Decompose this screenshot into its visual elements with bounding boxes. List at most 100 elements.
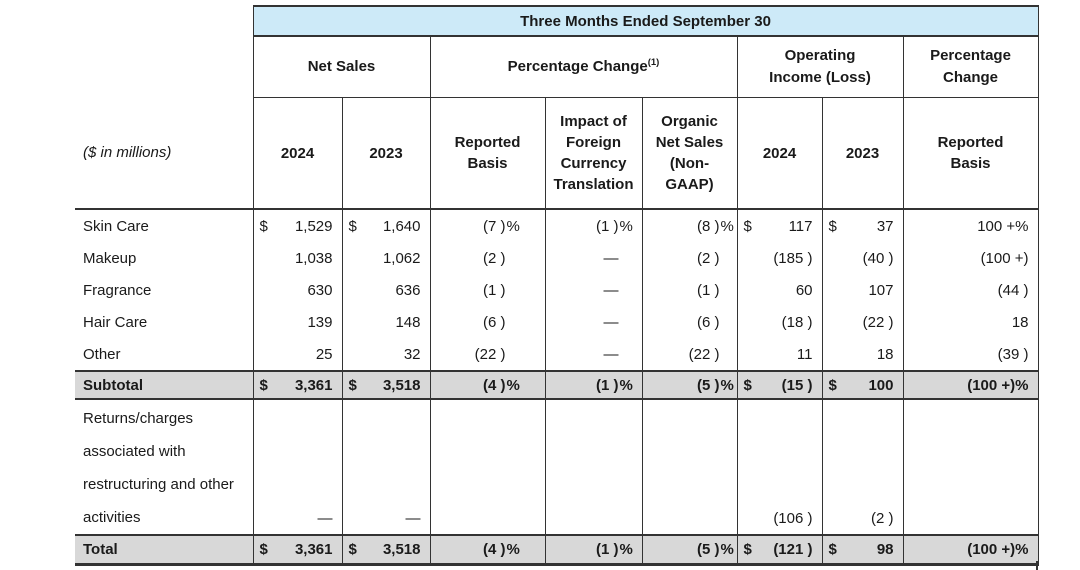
cell-col3: — (544, 242, 643, 274)
cell-content: — (546, 250, 642, 267)
row-subtotal: Subtotal $3,361 $3,518 (4 )% (1 )% (5 )% $ (15 … (75, 370, 1039, 400)
cell-value: — (603, 281, 619, 299)
column-header-6: 2023 (821, 97, 904, 210)
percent-sign: % (506, 376, 520, 394)
cell-value: (8 ) (697, 217, 720, 235)
segment-results-table: Three Months Ended September 30 Net Sale… (75, 5, 1039, 566)
cell-content: (1 )% (546, 218, 642, 235)
cell-col0: $3,361 (252, 534, 343, 566)
cell-value: (121 ) (773, 541, 813, 558)
cell-value: (44 ) (997, 281, 1029, 299)
cell-value: (7 ) (483, 217, 506, 235)
cell-col5: 11 (736, 338, 823, 371)
cell-value: 37 (876, 217, 894, 235)
cell-col3: (1 )% (544, 209, 643, 242)
cell-col5: 60 (736, 274, 823, 306)
cell-value: 18 (876, 345, 894, 363)
row-label: Returns/charges associated with restruct… (83, 410, 234, 526)
cell-col0: 630 (252, 274, 343, 306)
cell-content: 148 (343, 314, 430, 331)
cell-value: (6 ) (483, 313, 506, 331)
cell-content: (5 )% (643, 541, 737, 558)
cell-col0: 139 (252, 306, 343, 338)
cell-value: — (603, 249, 619, 267)
cell-content: (100 +) (904, 250, 1038, 267)
cell-col5: $117 (736, 209, 823, 242)
cell-col7: (39 ) (902, 338, 1039, 371)
column-header-2: Reported Basis (429, 97, 546, 210)
cell-content: $3,361 (254, 377, 342, 394)
cell-value: (22 ) (862, 313, 894, 331)
row-skin-care: Skin Care $1,529 $1,640 (7 )% (1 )% (8 )% $117… (75, 209, 1039, 242)
cell-content: $3,518 (343, 541, 430, 558)
cell-col4: (1 ) (641, 274, 738, 306)
cell-col3: — (544, 274, 643, 306)
cell-value: (5 ) (697, 376, 720, 394)
row-label: Hair Care (83, 313, 148, 331)
percent-sign: % (619, 217, 633, 235)
cell-col2: (7 )% (429, 209, 546, 242)
cell-value: 630 (307, 281, 333, 299)
cell-content: (22 ) (823, 314, 903, 331)
cell-col2: (6 ) (429, 306, 546, 338)
cell-col7: (100 +)% (902, 534, 1039, 566)
cell-value: (100 +)% (967, 541, 1029, 558)
cell-content: 107 (823, 282, 903, 299)
percent-sign: % (506, 541, 520, 558)
group-header-3: Percentage Change (902, 35, 1039, 98)
dollar-sign: $ (348, 217, 357, 235)
dollar-sign: $ (348, 541, 357, 558)
cell-value: 25 (315, 345, 333, 363)
cell-value: (1 ) (596, 541, 619, 558)
cell-value: (5 ) (697, 541, 720, 558)
cell-col4: (6 ) (641, 306, 738, 338)
cell-value: (1 ) (596, 376, 619, 394)
header-stub (75, 6, 253, 36)
cell-content: (2 ) (431, 250, 545, 267)
cell-content: (1 )% (546, 541, 642, 558)
dollar-sign: $ (259, 376, 268, 394)
cell-col7 (902, 399, 1039, 535)
cell-content: (4 )% (431, 377, 545, 394)
cell-content: 32 (343, 346, 430, 363)
cell-col0: 25 (252, 338, 343, 371)
cell-col5: (185 ) (736, 242, 823, 274)
cell-content: (6 ) (431, 314, 545, 331)
cell-content: (106 ) (738, 510, 822, 527)
cell-col4: (8 )% (641, 209, 738, 242)
cell-value: 3,361 (294, 541, 333, 558)
unit-label: ($ in millions) (75, 97, 253, 210)
cell-content: (1 ) (431, 282, 545, 299)
table-edge-stub (1036, 561, 1038, 570)
cell-value: (15 ) (781, 376, 813, 394)
cell-value: — (603, 345, 619, 363)
cell-value: 60 (795, 281, 813, 299)
cell-content: (100 +)% (904, 377, 1038, 394)
cell-value: — (317, 510, 333, 527)
cell-col3: — (544, 338, 643, 371)
cell-col1: 148 (341, 306, 431, 338)
cell-content: 18 (823, 346, 903, 363)
dollar-sign: $ (743, 541, 752, 558)
cell-col6: $37 (821, 209, 904, 242)
cell-content: 60 (738, 282, 822, 299)
row-fragrance: Fragrance 630 636 (1 ) — (1 ) 60 107 (44 ) (75, 274, 1039, 306)
cell-value: — (603, 313, 619, 331)
cell-col6: (40 ) (821, 242, 904, 274)
cell-col5: (106 ) (736, 399, 823, 535)
row-label: Fragrance (83, 281, 152, 299)
cell-col5: (18 ) (736, 306, 823, 338)
cell-value: (106 ) (773, 510, 813, 527)
percent-sign: % (720, 376, 734, 394)
cell-col7: (100 +) (902, 242, 1039, 274)
cell-col2: (2 ) (429, 242, 546, 274)
cell-value: 1,038 (294, 249, 333, 267)
cell-value: (100 +) (980, 249, 1029, 267)
footnote-marker: (1) (647, 57, 660, 68)
group-header-label: Percentage Change (930, 47, 1011, 86)
cell-value: — (405, 510, 421, 527)
cell-content: (22 ) (643, 346, 737, 363)
percent-sign: % (506, 217, 520, 235)
cell-col7: 100 +% (902, 209, 1039, 242)
column-header-row: ($ in millions) 2024 2023 Reported Basis Imp… (75, 97, 1039, 210)
